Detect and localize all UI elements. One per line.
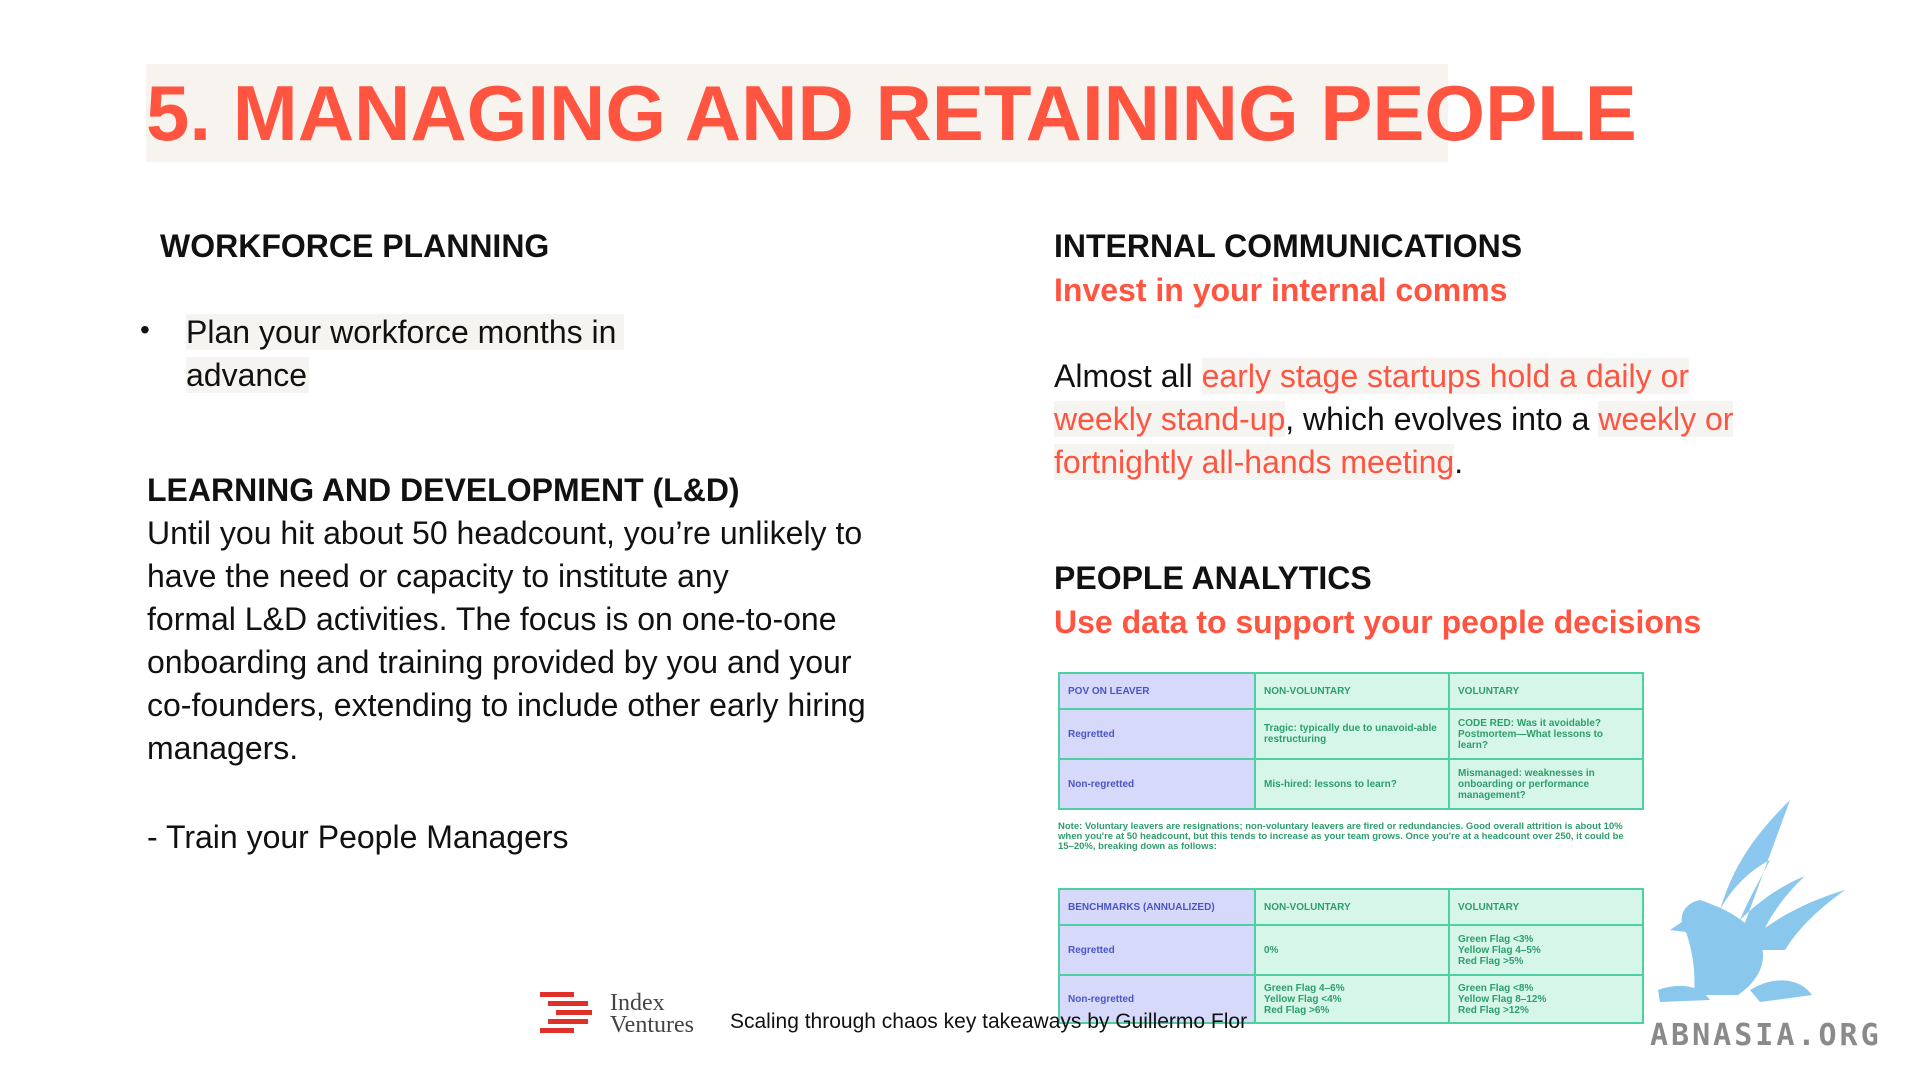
watermark-text: ABNASIA.ORG bbox=[1650, 1018, 1882, 1053]
table-row: Regretted Tragic: typically due to unavo… bbox=[1058, 708, 1644, 760]
table-cell: Non-regretted bbox=[1058, 974, 1256, 1024]
benchmark-value: 0% bbox=[1264, 944, 1279, 956]
comms-subheading: Invest in your internal comms bbox=[1054, 272, 1508, 308]
bullet-icon: • bbox=[140, 314, 150, 345]
ld-line: formal L&D activities. The focus is on o… bbox=[147, 601, 837, 637]
table-header-cell: VOLUNTARY bbox=[1448, 672, 1644, 710]
comms-highlight: weekly stand-up bbox=[1054, 401, 1286, 437]
comms-paragraph: Almost all early stage startups hold a d… bbox=[1054, 355, 1794, 484]
ld-line: onboarding and training provided by you … bbox=[147, 644, 852, 680]
benchmark-table: BENCHMARKS (ANNUALIZED) NON-VOLUNTARY VO… bbox=[1058, 888, 1644, 1024]
comms-text: . bbox=[1454, 444, 1464, 480]
footer-caption: Scaling through chaos key takeaways by G… bbox=[730, 1010, 1248, 1033]
table-header-row: POV ON LEAVER NON-VOLUNTARY VOLUNTARY bbox=[1058, 672, 1644, 710]
table-header-row: BENCHMARKS (ANNUALIZED) NON-VOLUNTARY VO… bbox=[1058, 888, 1644, 926]
analytics-heading: PEOPLE ANALYTICS bbox=[1054, 560, 1372, 596]
benchmark-value: Green Flag <8% bbox=[1458, 982, 1534, 994]
benchmark-value: Green Flag 4–6% bbox=[1264, 982, 1345, 994]
title-highlight bbox=[146, 64, 1448, 162]
table-cell: Tragic: typically due to unavoid-able re… bbox=[1254, 708, 1450, 760]
ld-line: have the need or capacity to institute a… bbox=[147, 558, 729, 594]
ld-line: managers. bbox=[147, 730, 299, 766]
griffin-watermark-icon bbox=[1658, 800, 1845, 1002]
comms-highlight: fortnightly all-hands meeting bbox=[1054, 444, 1455, 480]
table-cell: Mismanaged: weaknesses in onboarding or … bbox=[1448, 758, 1644, 810]
benchmark-value: Yellow Flag 4–5% bbox=[1458, 944, 1541, 956]
table-cell: 0% bbox=[1254, 924, 1450, 976]
table-header-cell: POV ON LEAVER bbox=[1058, 672, 1256, 710]
index-ventures-wordmark: Index Ventures bbox=[610, 990, 694, 1038]
ld-heading: LEARNING AND DEVELOPMENT (L&D) bbox=[147, 472, 740, 508]
table-cell: Regretted bbox=[1058, 708, 1256, 760]
comms-heading: INTERNAL COMMUNICATIONS bbox=[1054, 228, 1523, 264]
benchmark-value: Yellow Flag 8–12% bbox=[1458, 993, 1547, 1005]
attrition-note: Note: Voluntary leavers are resignations… bbox=[1058, 821, 1624, 852]
table-cell: Green Flag <3% Yellow Flag 4–5% Red Flag… bbox=[1448, 924, 1644, 976]
comms-text: , which evolves into a bbox=[1285, 401, 1599, 437]
table-header-cell: NON-VOLUNTARY bbox=[1254, 888, 1450, 926]
index-ventures-logo-icon bbox=[540, 992, 592, 1033]
table-row: Non-regretted Mis-hired: lessons to lear… bbox=[1058, 758, 1644, 810]
table-cell: CODE RED: Was it avoidable? Postmortem—W… bbox=[1448, 708, 1644, 760]
benchmark-value: Green Flag <3% bbox=[1458, 933, 1534, 945]
workforce-text: Plan your workforce months in advance bbox=[186, 311, 625, 397]
leaver-table: POV ON LEAVER NON-VOLUNTARY VOLUNTARY Re… bbox=[1058, 672, 1644, 810]
train-managers-text: - Train your People Managers bbox=[147, 819, 569, 855]
table-cell: Regretted bbox=[1058, 924, 1256, 976]
workforce-heading: WORKFORCE PLANNING bbox=[160, 228, 550, 264]
table-cell: Green Flag 4–6% Yellow Flag <4% Red Flag… bbox=[1254, 974, 1450, 1024]
table-cell: Green Flag <8% Yellow Flag 8–12% Red Fla… bbox=[1448, 974, 1644, 1024]
slide-title: 5. MANAGING AND RETAINING PEOPLE bbox=[146, 69, 1637, 157]
table-row: Regretted 0% Green Flag <3% Yellow Flag … bbox=[1058, 924, 1644, 976]
analytics-subheading: Use data to support your people decision… bbox=[1054, 604, 1702, 640]
benchmark-value: Red Flag >6% bbox=[1264, 1004, 1330, 1016]
brand-line: Ventures bbox=[610, 1012, 694, 1038]
table-cell: Non-regretted bbox=[1058, 758, 1256, 810]
comms-highlight: early stage startups hold a daily or bbox=[1201, 358, 1689, 394]
benchmark-value: Red Flag >5% bbox=[1458, 955, 1524, 967]
ld-line: co-founders, extending to include other … bbox=[147, 687, 866, 723]
benchmark-value: Red Flag >12% bbox=[1458, 1004, 1529, 1016]
table-header-cell: NON-VOLUNTARY bbox=[1254, 672, 1450, 710]
ld-paragraph: Until you hit about 50 headcount, you’re… bbox=[147, 512, 927, 770]
table-row: Non-regretted Green Flag 4–6% Yellow Fla… bbox=[1058, 974, 1644, 1024]
comms-highlight: weekly or bbox=[1598, 401, 1734, 437]
ld-line: Until you hit about 50 headcount, you’re… bbox=[147, 515, 863, 551]
workforce-line-2: advance bbox=[186, 357, 309, 393]
brand-line: Index bbox=[610, 990, 665, 1016]
table-cell: Mis-hired: lessons to learn? bbox=[1254, 758, 1450, 810]
table-header-cell: VOLUNTARY bbox=[1448, 888, 1644, 926]
benchmark-value: Yellow Flag <4% bbox=[1264, 993, 1342, 1005]
comms-text: Almost all bbox=[1054, 358, 1202, 394]
workforce-line-1: Plan your workforce months in bbox=[186, 314, 625, 350]
table-header-cell: BENCHMARKS (ANNUALIZED) bbox=[1058, 888, 1256, 926]
